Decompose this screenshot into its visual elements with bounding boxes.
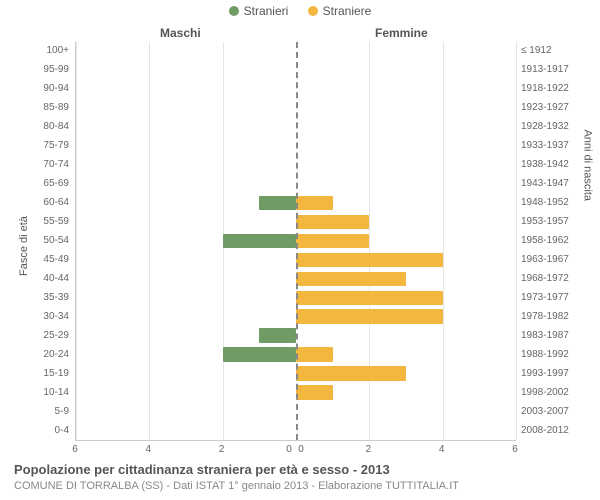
y-tick-age: 65-69 [43,178,69,189]
y-tick-birth: 1998-2002 [521,387,569,398]
y-tick-birth: 1948-1952 [521,197,569,208]
y-tick-age: 90-94 [43,83,69,94]
legend: Stranieri Straniere [0,4,600,19]
x-tick: 4 [439,444,445,455]
x-tick: 6 [72,444,78,455]
y-tick-birth: 1958-1962 [521,235,569,246]
plot-area [75,42,516,441]
y-tick-age: 55-59 [43,216,69,227]
y-tick-birth: 1973-1977 [521,292,569,303]
y-tick-birth: 1978-1982 [521,311,569,322]
y-tick-birth: 2008-2012 [521,425,569,436]
x-tick: 0 [286,444,292,455]
y-tick-birth: 1993-1997 [521,368,569,379]
y-tick-birth: 1968-1972 [521,273,569,284]
bar-male [259,328,296,343]
y-tick-age: 85-89 [43,102,69,113]
x-tick: 0 [298,444,304,455]
center-line [296,42,298,440]
bar-female [296,366,406,381]
gridline [516,42,517,440]
y-tick-age: 30-34 [43,311,69,322]
bar-female [296,196,333,211]
y-tick-birth: 1943-1947 [521,178,569,189]
header-female: Femmine [375,26,428,40]
x-tick: 2 [366,444,372,455]
bar-female [296,234,369,249]
y-tick-birth: 1928-1932 [521,121,569,132]
y-tick-age: 50-54 [43,235,69,246]
y-tick-birth: 1923-1927 [521,102,569,113]
y-tick-age: 20-24 [43,349,69,360]
caption-title: Popolazione per cittadinanza straniera p… [14,462,390,477]
y-tick-age: 5-9 [55,406,69,417]
y-tick-age: 80-84 [43,121,69,132]
y-tick-age: 45-49 [43,254,69,265]
bar-female [296,272,406,287]
y-tick-birth: ≤ 1912 [521,45,552,56]
legend-item-male: Stranieri [229,4,289,18]
y-tick-age: 70-74 [43,159,69,170]
y-tick-birth: 1983-1987 [521,330,569,341]
y-tick-age: 100+ [46,45,69,56]
y-tick-age: 75-79 [43,140,69,151]
y-tick-birth: 1933-1937 [521,140,569,151]
bar-female [296,253,443,268]
bar-female [296,385,333,400]
x-tick: 6 [512,444,518,455]
legend-label-male: Stranieri [244,4,289,18]
y-tick-age: 95-99 [43,64,69,75]
y-tick-birth: 1918-1922 [521,83,569,94]
bar-female [296,291,443,306]
y-tick-age: 25-29 [43,330,69,341]
caption-sub: COMUNE DI TORRALBA (SS) - Dati ISTAT 1° … [14,480,459,492]
legend-item-female: Straniere [308,4,372,18]
y-tick-age: 35-39 [43,292,69,303]
y-tick-birth: 1963-1967 [521,254,569,265]
y-tick-age: 60-64 [43,197,69,208]
y-tick-birth: 1988-1992 [521,349,569,360]
legend-label-female: Straniere [323,4,372,18]
bar-male [259,196,296,211]
y-tick-birth: 1938-1942 [521,159,569,170]
bar-female [296,215,369,230]
y-axis-label-right: Anni di nascita [582,129,594,201]
y-tick-birth: 1953-1957 [521,216,569,227]
header-male: Maschi [160,26,201,40]
bar-female [296,309,443,324]
legend-swatch-female [308,6,318,16]
y-tick-age: 0-4 [55,425,69,436]
y-tick-age: 15-19 [43,368,69,379]
y-tick-age: 40-44 [43,273,69,284]
bar-male [223,234,296,249]
population-pyramid-chart: Stranieri Straniere Maschi Femmine Fasce… [0,0,600,500]
y-tick-birth: 2003-2007 [521,406,569,417]
y-tick-age: 10-14 [43,387,69,398]
legend-swatch-male [229,6,239,16]
bar-male [223,347,296,362]
x-tick: 2 [219,444,225,455]
y-tick-birth: 1913-1917 [521,64,569,75]
bar-female [296,347,333,362]
x-tick: 4 [146,444,152,455]
y-axis-label-left: Fasce di età [18,216,30,276]
